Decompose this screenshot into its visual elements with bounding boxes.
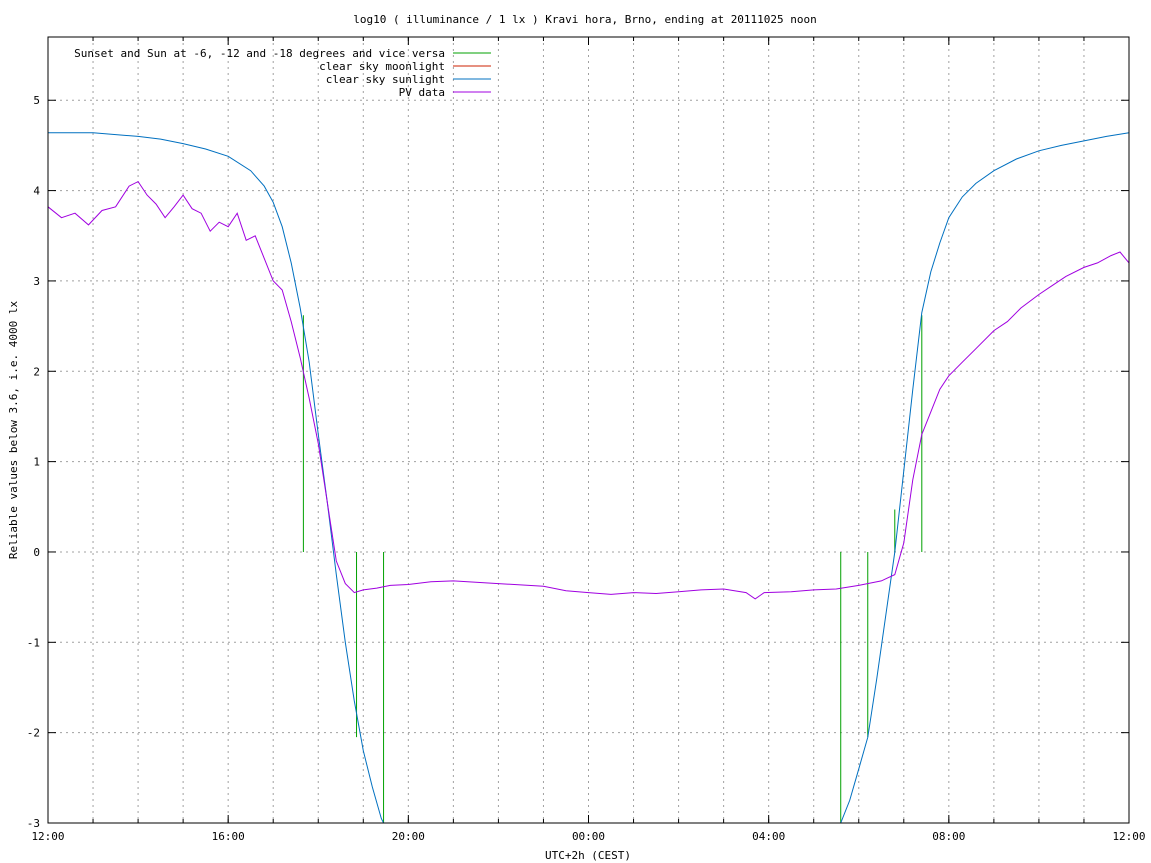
legend-label: PV data — [399, 86, 445, 99]
chart-title: log10 ( illuminance / 1 lx ) Kravi hora,… — [353, 13, 817, 26]
legend-label: Sunset and Sun at -6, -12 and -18 degree… — [74, 47, 445, 60]
plot-frame — [47, 36, 1130, 824]
y-tick-label: -1 — [27, 636, 40, 649]
y-tick-label: -2 — [27, 727, 40, 740]
series-line — [47, 180, 1130, 600]
x-tick-label: 12:00 — [1112, 830, 1145, 843]
y-tick-label: -3 — [27, 817, 40, 830]
legend-label: clear sky sunlight — [326, 73, 445, 86]
series-0 — [302, 315, 923, 823]
x-axis-label: UTC+2h (CEST) — [545, 849, 631, 862]
x-tick-label: 16:00 — [212, 830, 245, 843]
y-tick-label: 2 — [33, 365, 40, 378]
y-tick-label: 0 — [33, 546, 40, 559]
y-tick-label: 1 — [33, 456, 40, 469]
grid — [48, 37, 1129, 823]
y-tick-label: 5 — [33, 94, 40, 107]
y-tick-label: 4 — [33, 185, 40, 198]
x-tick-label: 04:00 — [752, 830, 785, 843]
y-axis-label: Reliable values below 3.6, i.e. 4000 lx — [7, 300, 20, 559]
y-tick-label: 3 — [33, 275, 40, 288]
axis-ticks: 12:00 16:00 20:00 00:00 04:00 08:00 12:00-3-2-… — [27, 37, 1146, 843]
x-tick-label: 08:00 — [932, 830, 965, 843]
x-tick-label: 20:00 — [392, 830, 425, 843]
series-3 — [47, 180, 1130, 600]
legend: Sunset and Sun at -6, -12 and -18 degree… — [74, 47, 491, 99]
legend-label: clear sky moonlight — [319, 60, 445, 73]
x-tick-label: 12:00 — [31, 830, 64, 843]
x-tick-label: 00:00 — [572, 830, 605, 843]
